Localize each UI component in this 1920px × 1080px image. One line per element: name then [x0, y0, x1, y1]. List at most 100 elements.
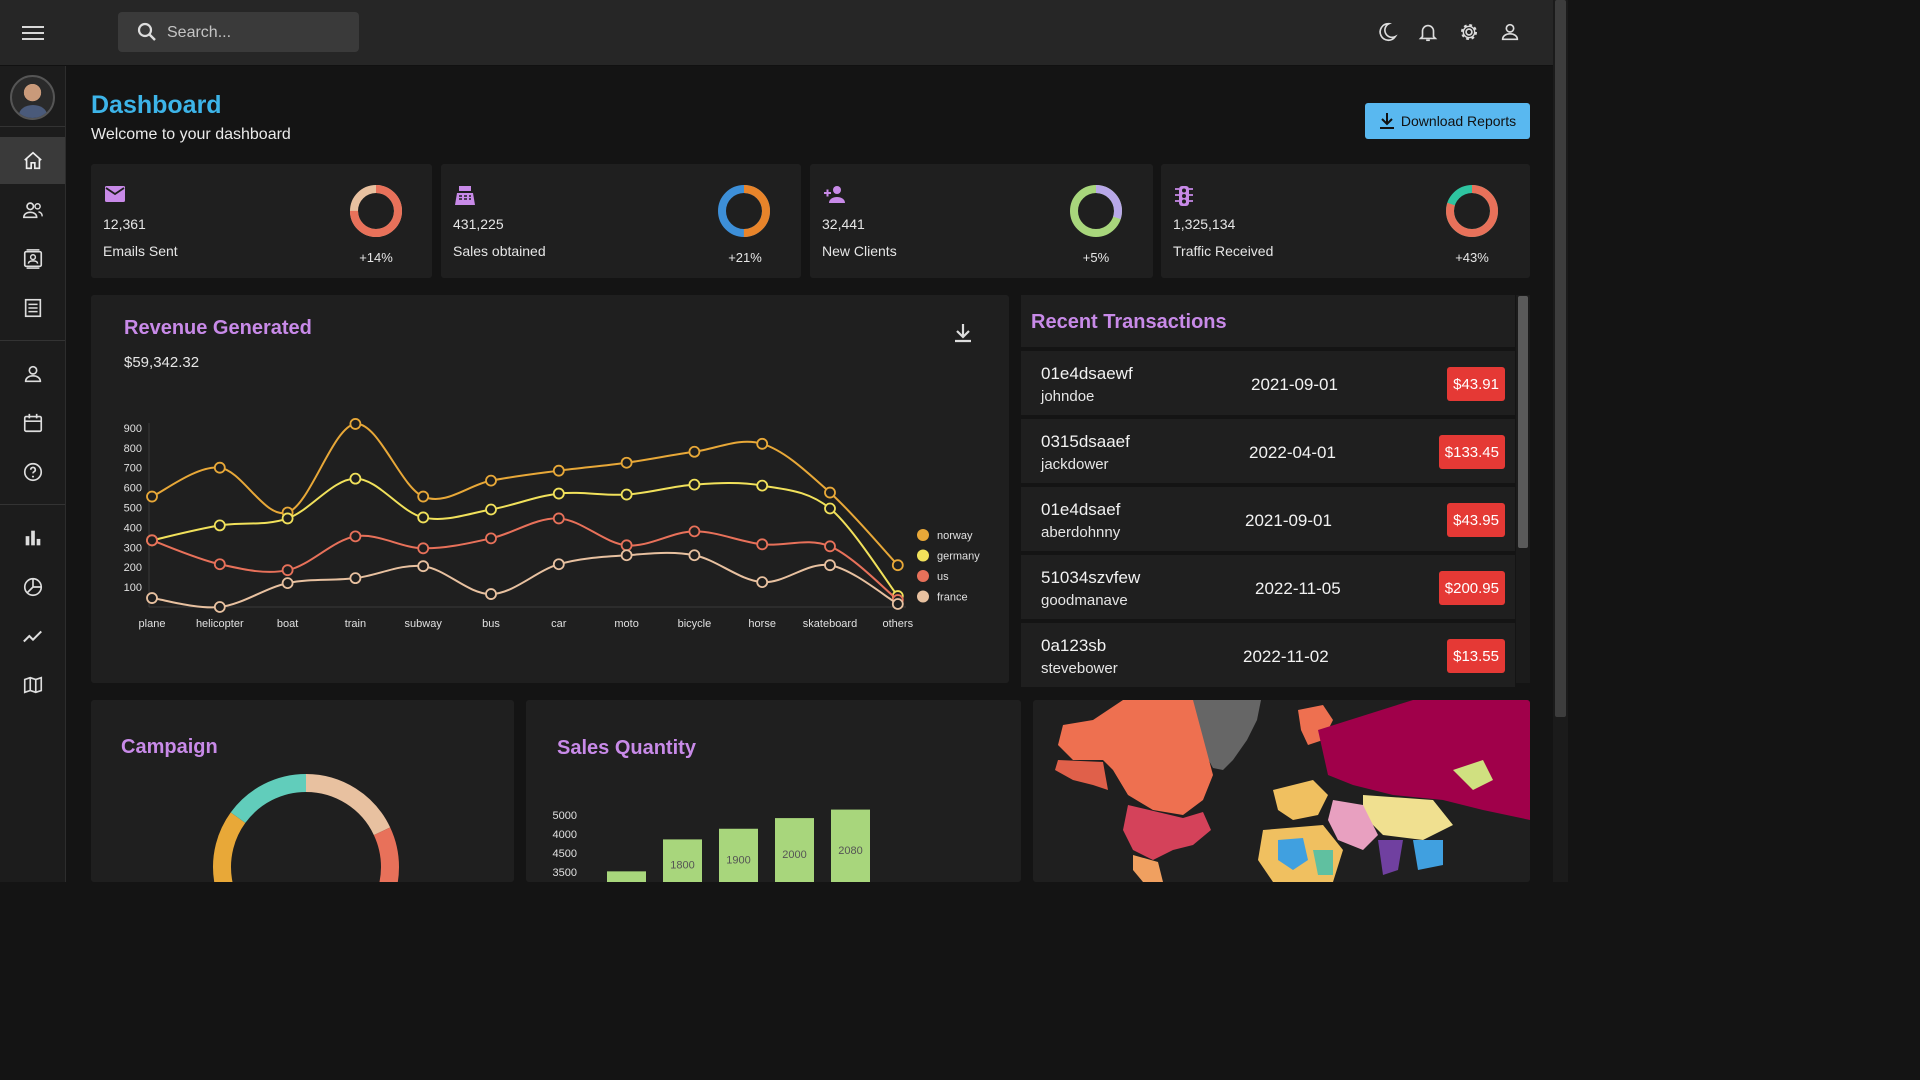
data-point-norway[interactable]	[891, 559, 904, 572]
data-point-us[interactable]	[552, 512, 565, 525]
data-point-germany[interactable]	[349, 472, 362, 485]
x-tick-label: plane	[139, 618, 166, 630]
data-point-france[interactable]	[146, 592, 158, 604]
y-tick-label: 900	[124, 423, 142, 435]
revenue-value: $59,342.32	[124, 354, 200, 371]
data-point-germany[interactable]	[756, 479, 769, 492]
data-point-germany[interactable]	[824, 502, 836, 515]
data-point-germany[interactable]	[620, 488, 633, 501]
data-point-germany[interactable]	[417, 511, 430, 524]
russia-shape	[1318, 700, 1530, 820]
transaction-row: 01e4dsaef aberdohnny 2021-09-01 $43.95	[1021, 487, 1515, 551]
legend-swatch-norway	[917, 529, 929, 541]
sidebar-item-contacts[interactable]	[0, 235, 65, 282]
data-point-france[interactable]	[824, 559, 836, 572]
data-point-germany[interactable]	[281, 512, 294, 525]
person-add-icon	[824, 186, 845, 203]
bar-data-label: 2080	[838, 845, 862, 857]
data-point-france[interactable]	[281, 577, 294, 590]
sales-quantity-bar-chart: 3500 4500 4000 5000 1800 1900 2000 2080	[553, 809, 870, 882]
data-point-france[interactable]	[688, 549, 701, 562]
legend-swatch-germany	[917, 549, 929, 562]
gear-icon[interactable]	[1458, 21, 1480, 43]
sidebar-item-invoices[interactable]	[0, 284, 65, 331]
x-tick-label: moto	[614, 618, 638, 630]
data-point-germany[interactable]	[688, 478, 701, 491]
bar[interactable]	[663, 839, 702, 882]
data-point-norway[interactable]	[213, 461, 226, 474]
search-icon[interactable]	[137, 22, 157, 42]
transaction-id: 0315dsaaef	[1041, 432, 1130, 451]
bar[interactable]	[607, 871, 646, 882]
data-point-norway[interactable]	[756, 437, 769, 450]
menu-icon[interactable]	[22, 22, 44, 42]
alaska-shape	[1055, 760, 1108, 790]
data-point-france[interactable]	[417, 560, 430, 573]
page-scrollbar-thumb[interactable]	[1555, 0, 1566, 717]
campaign-title: Campaign	[121, 736, 218, 758]
sidebar-item-map[interactable]	[0, 661, 65, 708]
download-reports-label: Download Reports	[1400, 113, 1517, 129]
data-point-us[interactable]	[417, 542, 430, 555]
sidebar-item-team[interactable]	[0, 186, 65, 233]
sidebar-item-line-chart[interactable]	[0, 612, 65, 659]
mexico-shape	[1133, 855, 1163, 882]
bar[interactable]	[719, 828, 758, 882]
data-point-us[interactable]	[146, 534, 158, 547]
bar-chart-icon	[25, 530, 40, 545]
pie-slice[interactable]	[213, 812, 257, 882]
download-reports-button[interactable]: Download Reports	[1365, 103, 1530, 139]
data-point-norway[interactable]	[552, 464, 565, 477]
avatar[interactable]	[10, 75, 55, 120]
y-tick-label: 500	[124, 503, 142, 515]
data-point-norway[interactable]	[620, 456, 633, 469]
data-point-france[interactable]	[891, 598, 904, 610]
sidebar-item-bar-chart[interactable]	[0, 514, 65, 561]
transaction-cost-badge: $43.95	[1447, 503, 1505, 537]
stat-value: 32,441	[822, 216, 865, 232]
user-icon[interactable]	[1499, 21, 1521, 43]
bell-icon[interactable]	[1417, 21, 1439, 43]
sidebar-item-profile[interactable]	[0, 350, 65, 397]
data-point-us[interactable]	[349, 530, 362, 543]
data-point-france[interactable]	[756, 576, 769, 589]
pie-slice[interactable]	[317, 827, 399, 882]
data-point-norway[interactable]	[824, 486, 836, 499]
data-point-norway[interactable]	[485, 474, 497, 487]
data-point-france[interactable]	[620, 549, 633, 562]
data-point-france[interactable]	[349, 572, 362, 585]
moon-icon[interactable]	[1376, 21, 1398, 43]
data-point-us[interactable]	[688, 525, 701, 538]
data-point-norway[interactable]	[688, 445, 701, 458]
data-point-us[interactable]	[281, 564, 294, 577]
data-point-france[interactable]	[213, 601, 226, 613]
data-point-norway[interactable]	[417, 490, 430, 503]
pie-slice[interactable]	[230, 774, 307, 824]
bar[interactable]	[831, 809, 870, 882]
transaction-user: aberdohnny	[1041, 524, 1121, 541]
pie-slice[interactable]	[305, 774, 391, 836]
sidebar-item-help[interactable]	[0, 448, 65, 495]
sidebar-item-pie-chart[interactable]	[0, 563, 65, 610]
data-point-france[interactable]	[552, 558, 565, 571]
data-point-norway[interactable]	[146, 490, 158, 503]
data-point-us[interactable]	[213, 558, 226, 571]
data-point-norway[interactable]	[349, 418, 362, 430]
data-point-us[interactable]	[756, 538, 769, 551]
data-point-germany[interactable]	[485, 503, 497, 516]
invoices-icon	[24, 298, 41, 317]
revenue-panel: Revenue Generated $59,342.32 100 200 300 40…	[91, 295, 1009, 683]
sidebar-item-home[interactable]	[0, 137, 65, 184]
data-point-germany[interactable]	[552, 487, 565, 500]
greenland-shape	[1191, 700, 1261, 770]
data-point-us[interactable]	[485, 532, 497, 545]
download-icon[interactable]	[953, 322, 973, 344]
data-point-france[interactable]	[485, 588, 497, 600]
data-point-us[interactable]	[620, 539, 633, 552]
data-point-germany[interactable]	[213, 519, 226, 532]
bar[interactable]	[775, 818, 814, 882]
search-input[interactable]	[165, 17, 354, 49]
transactions-scrollbar-thumb[interactable]	[1518, 296, 1528, 548]
data-point-us[interactable]	[824, 540, 836, 553]
sidebar-item-calendar[interactable]	[0, 399, 65, 446]
